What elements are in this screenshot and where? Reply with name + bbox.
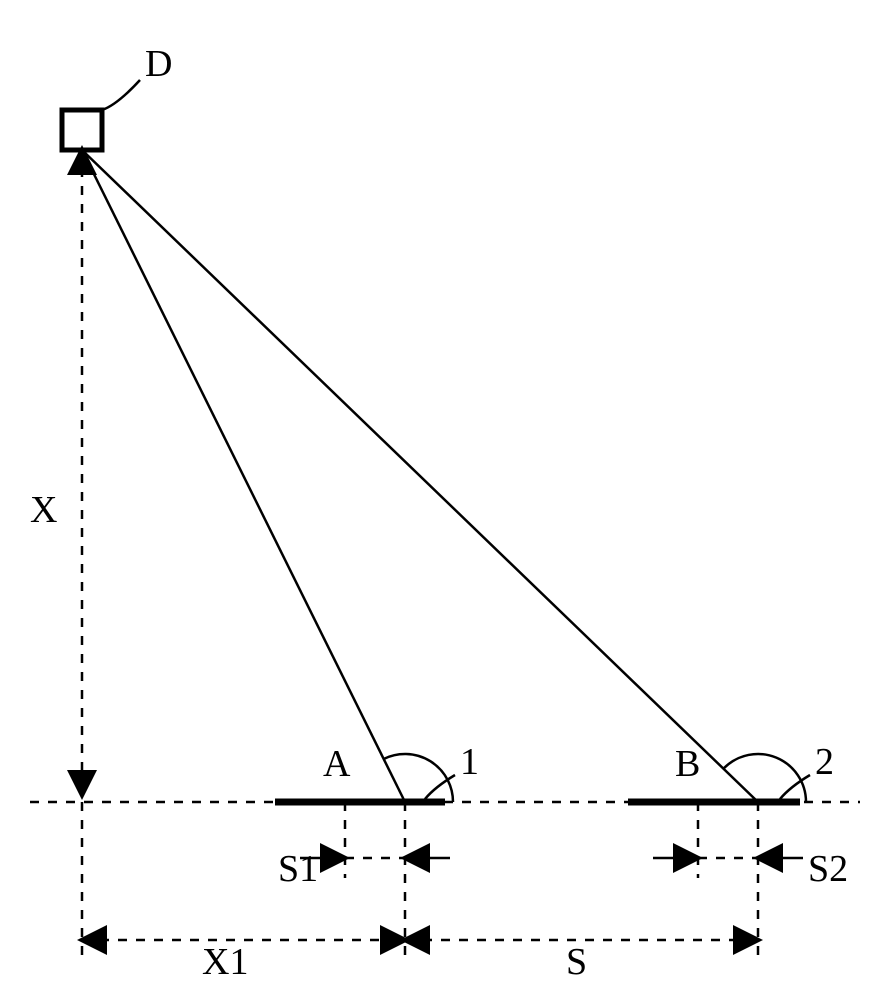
label-S2: S2	[808, 847, 848, 891]
label-S: S	[566, 940, 587, 984]
label-D: D	[145, 42, 172, 86]
label-B: B	[675, 742, 700, 786]
label-2: 2	[815, 740, 834, 784]
label-S1: S1	[278, 847, 318, 891]
geometry-diagram	[0, 0, 891, 1000]
label-1: 1	[460, 740, 479, 784]
label-X: X	[30, 488, 57, 532]
label-X1: X1	[202, 940, 248, 984]
label-A: A	[323, 742, 350, 786]
